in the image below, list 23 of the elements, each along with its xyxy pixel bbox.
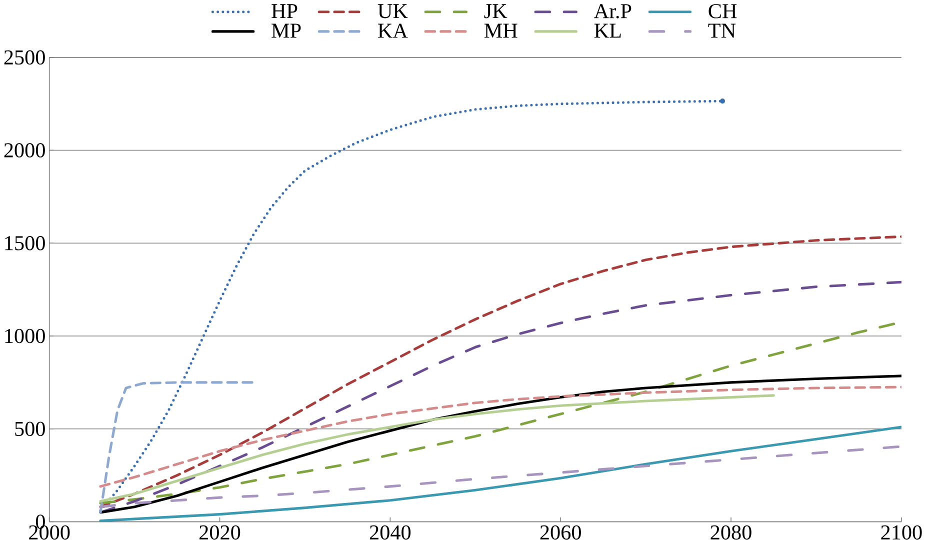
y-tick-label: 2000	[4, 143, 45, 158]
legend-label: TN	[708, 24, 736, 38]
legend-label: JK	[484, 4, 508, 18]
line-series	[99, 394, 775, 503]
legend-label: HP	[272, 4, 298, 18]
legend-label: KL	[594, 24, 621, 38]
y-tick-label: 1000	[5, 328, 45, 344]
x-tick-label: 2100	[881, 525, 922, 540]
legend-label: KA	[378, 24, 408, 38]
x-tick-label: 2080	[710, 525, 752, 540]
y-tick-label: 500	[15, 422, 45, 436]
line-series	[99, 381, 256, 514]
y-tick-label: 2500	[4, 50, 45, 65]
x-tick-label: 2040	[370, 525, 411, 540]
x-tick-label: 2060	[540, 525, 581, 540]
line-series	[99, 426, 902, 522]
x-tick-label: 2020	[200, 525, 240, 540]
legend-label: UK	[378, 4, 408, 18]
legend-label: MH	[484, 24, 518, 38]
legend-label: CH	[708, 4, 737, 18]
legend-label: Ar.P	[594, 4, 632, 18]
legend-label: MP	[272, 24, 301, 38]
y-tick-label: 1500	[5, 236, 45, 250]
